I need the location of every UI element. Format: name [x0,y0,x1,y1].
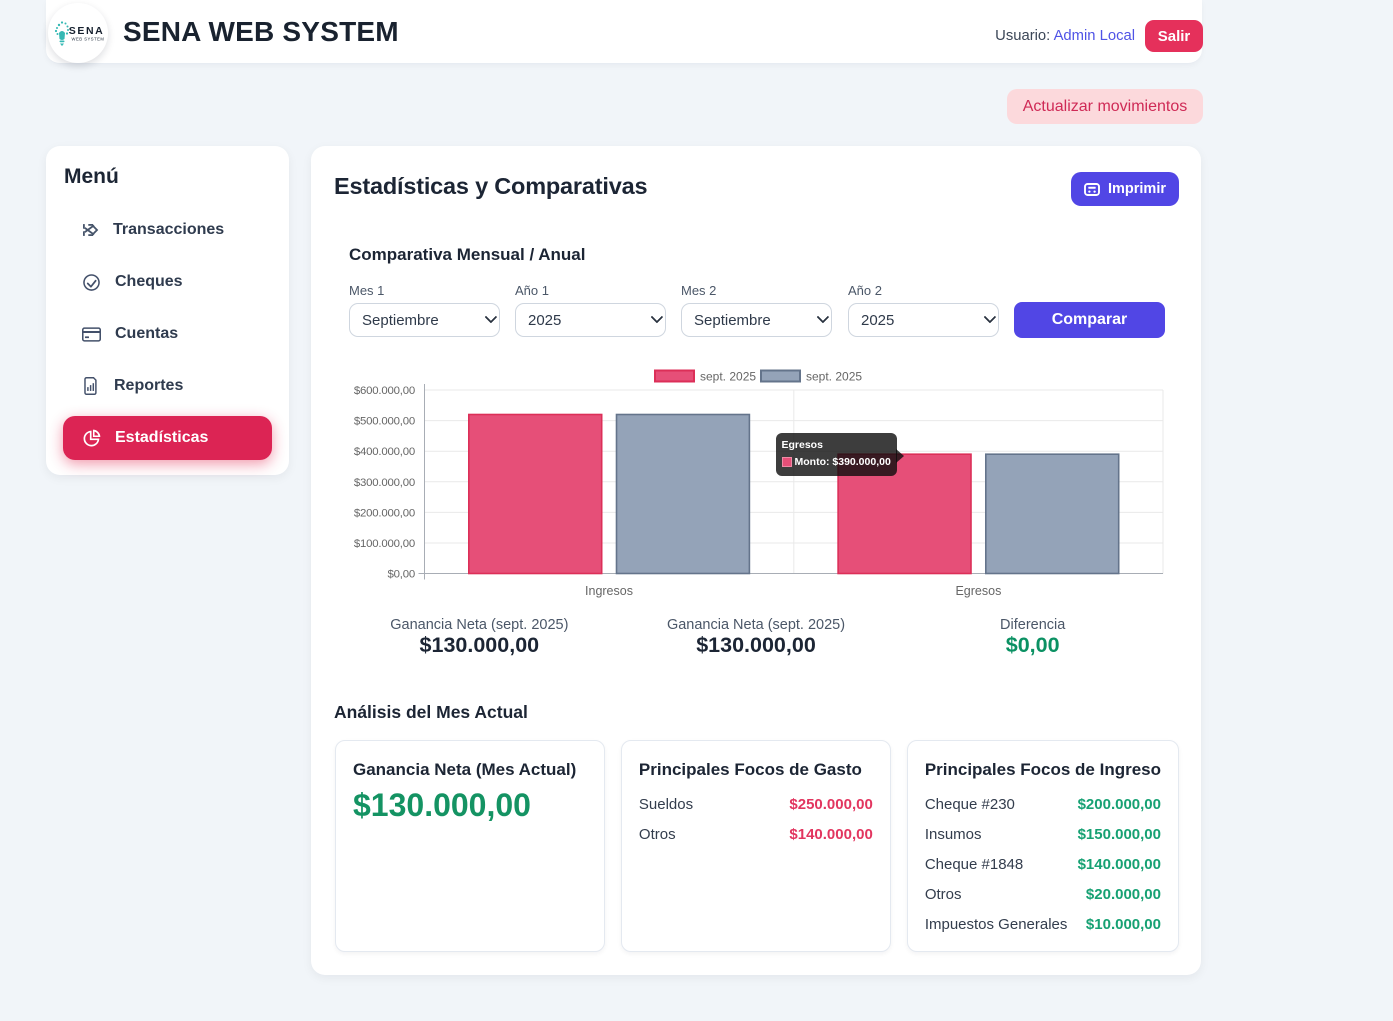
svg-text:WEB SYSTEM: WEB SYSTEM [72,37,105,42]
svg-text:SENA: SENA [69,25,105,37]
svg-text:$500.000,00: $500.000,00 [354,416,415,428]
svg-text:Egresos: Egresos [955,584,1001,598]
svg-text:$300.000,00: $300.000,00 [354,477,415,489]
svg-text:$100.000,00: $100.000,00 [354,538,415,550]
svg-text:$0,00: $0,00 [387,569,415,581]
svg-text:$600.000,00: $600.000,00 [354,385,415,397]
svg-text:sept. 2025: sept. 2025 [700,370,756,384]
svg-text:sept. 2025: sept. 2025 [806,370,862,384]
svg-text:$200.000,00: $200.000,00 [354,507,415,519]
svg-text:$400.000,00: $400.000,00 [354,446,415,458]
svg-text:Ingresos: Ingresos [585,584,633,598]
